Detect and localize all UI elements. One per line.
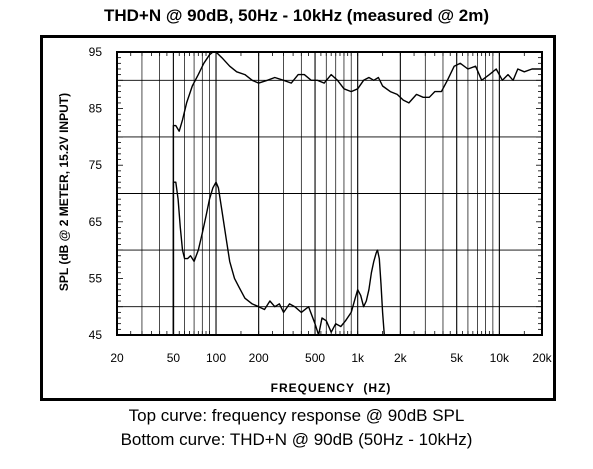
x-tick-label: 100	[206, 351, 226, 365]
caption-bottom-curve: Bottom curve: THD+N @ 90dB (50Hz - 10kHz…	[120, 430, 473, 449]
grid-layer	[117, 52, 542, 335]
x-tick-label: 20k	[532, 351, 552, 365]
caption-top-curve: Top curve: frequency response @ 90dB SPL	[128, 406, 465, 425]
x-tick-label: 200	[249, 351, 269, 365]
x-axis-label: FREQUENCY (HZ)	[271, 381, 392, 395]
y-tick-label: 85	[89, 102, 103, 116]
series-line-frequency-response	[172, 51, 542, 335]
y-axis-label: SPL (dB @ 2 METER, 15.2V INPUT)	[57, 93, 71, 291]
x-tick-label: 1k	[351, 351, 365, 365]
y-tick-label: 95	[89, 45, 103, 59]
series-line-thd-n	[172, 181, 387, 336]
x-tick-label: 2k	[394, 351, 408, 365]
x-tick-label: 20	[110, 351, 124, 365]
y-tick-label: 45	[89, 328, 103, 342]
y-tick-label: 55	[89, 271, 103, 285]
series-layer	[172, 51, 542, 336]
x-tick-label: 500	[305, 351, 325, 365]
plot-area	[116, 51, 543, 336]
y-tick-label: 75	[89, 158, 103, 172]
chart-frame	[40, 35, 556, 401]
x-tick-label: 50	[167, 351, 181, 365]
x-tick-label: 5k	[450, 351, 464, 365]
x-tick-label: 10k	[490, 351, 510, 365]
tick-label-layer: 20 50 100 200 500 1k 2k 5k 10k 20k 95 85 75 65 55 45	[89, 45, 553, 365]
y-tick-label: 65	[89, 215, 103, 229]
chart-title: THD+N @ 90dB, 50Hz - 10kHz (measured @ 2…	[103, 6, 490, 25]
